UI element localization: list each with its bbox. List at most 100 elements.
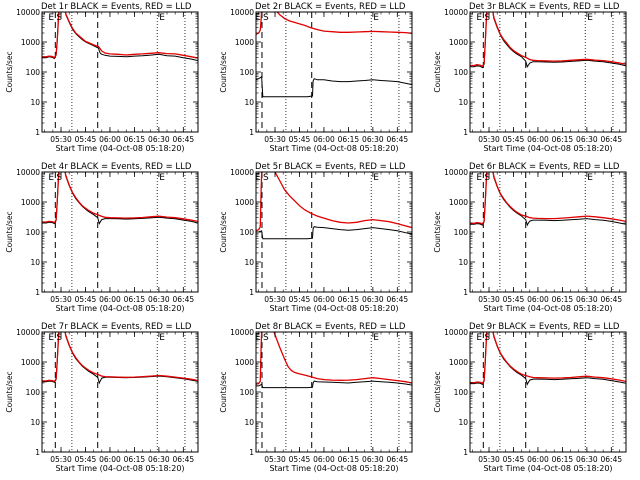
y-tick-label: 10000 [444, 168, 468, 177]
y-tick-label: 1 [35, 128, 40, 137]
x-tick-label: 05:30 [478, 135, 500, 144]
marker-s-label: S [484, 13, 490, 23]
y-tick-label: 100 [26, 388, 41, 397]
x-tick-label: 06:00 [99, 295, 121, 304]
lld-series-line [470, 12, 626, 68]
y-tick-label: 10000 [444, 328, 468, 337]
x-tick-label: 05:45 [289, 135, 311, 144]
y-tick-label: 100 [26, 68, 41, 77]
x-tick-label: 06:00 [99, 135, 121, 144]
lld-series-line [42, 12, 198, 59]
x-tick-label: 05:45 [75, 295, 97, 304]
y-axis-label: Counts/sec [5, 51, 14, 92]
y-tick-label: 10000 [16, 8, 40, 17]
x-tick-label: 06:15 [552, 135, 574, 144]
x-tick-label: 06:15 [552, 295, 574, 304]
x-tick-label: 06:30 [148, 455, 170, 464]
y-axis-label: Counts/sec [433, 51, 442, 92]
marker-s-label: S [56, 13, 62, 23]
marker-s-label: S [263, 13, 269, 23]
marker-s-label: S [263, 173, 269, 183]
y-axis-label: Counts/sec [219, 211, 228, 252]
marker-e-label: E [255, 173, 261, 183]
marker-s-label: S [484, 333, 490, 343]
x-axis-label: Start Time (04-Oct-08 05:18:20) [55, 144, 184, 153]
marker-e-label: E [476, 333, 482, 343]
panel-title: Det 5r BLACK = Events, RED = LLD [255, 162, 406, 172]
panel-title: Det 7r BLACK = Events, RED = LLD [41, 322, 192, 332]
events-series-line [256, 226, 412, 240]
plot-frame [41, 11, 199, 133]
x-tick-label: 05:45 [503, 455, 525, 464]
y-tick-label: 1 [249, 288, 254, 297]
y-axis-label: Counts/sec [5, 211, 14, 252]
marker-e-label: E [587, 333, 593, 343]
y-tick-label: 100 [240, 228, 255, 237]
x-tick-label: 06:30 [576, 455, 598, 464]
x-axis-label: Start Time (04-Oct-08 05:18:20) [55, 464, 184, 473]
lld-series-line [42, 172, 198, 224]
detector-panel-3: Det 3r BLACK = Events, RED = LLD 1 10 100 10… [433, 2, 627, 153]
x-tick-label: 06:45 [601, 135, 623, 144]
detector-panel-7: Det 7r BLACK = Events, RED = LLD 1 10 100 10… [5, 322, 199, 473]
marker-e-label: E [159, 173, 165, 183]
x-tick-label: 06:15 [338, 135, 360, 144]
x-tick-label: 06:15 [338, 455, 360, 464]
y-tick-label: 1 [463, 448, 468, 457]
marker-e-label: E [159, 333, 165, 343]
x-tick-label: 06:15 [124, 135, 146, 144]
marker-s-label: S [56, 173, 62, 183]
detector-panel-8: Det 8r BLACK = Events, RED = LLD 1 10 100 10… [219, 322, 413, 473]
panel-title: Det 2r BLACK = Events, RED = LLD [255, 2, 406, 12]
y-tick-label: 100 [454, 388, 469, 397]
x-tick-label: 06:30 [148, 295, 170, 304]
x-tick-label: 06:45 [601, 295, 623, 304]
plot-frame [41, 331, 199, 453]
lld-series-line [256, 12, 412, 35]
panel-title: Det 3r BLACK = Events, RED = LLD [469, 2, 620, 12]
x-tick-label: 06:45 [387, 295, 409, 304]
marker-e-label: E [48, 13, 54, 23]
marker-e-label: E [373, 333, 379, 343]
x-tick-label: 05:30 [50, 135, 72, 144]
detector-panel-2: Det 2r BLACK = Events, RED = LLD 1 10 100 10… [219, 2, 413, 153]
marker-e-label: E [48, 173, 54, 183]
marker-e-label: E [159, 13, 165, 23]
x-axis-label: Start Time (04-Oct-08 05:18:20) [269, 304, 398, 313]
y-axis-label: Counts/sec [433, 211, 442, 252]
y-tick-label: 1 [249, 448, 254, 457]
y-tick-label: 10 [458, 98, 468, 107]
y-tick-label: 10 [458, 418, 468, 427]
x-tick-label: 05:45 [289, 295, 311, 304]
y-tick-label: 1000 [449, 358, 468, 367]
x-tick-label: 06:15 [124, 295, 146, 304]
y-tick-label: 10 [244, 418, 254, 427]
y-tick-label: 10000 [444, 8, 468, 17]
y-tick-label: 100 [240, 388, 255, 397]
detector-panel-1: Det 1r BLACK = Events, RED = LLD 1 10 100 10… [5, 2, 199, 153]
y-tick-label: 1000 [235, 358, 254, 367]
plot-frame [41, 171, 199, 293]
y-tick-label: 10 [30, 418, 40, 427]
y-tick-label: 1000 [21, 198, 40, 207]
y-tick-label: 1000 [235, 38, 254, 47]
y-tick-label: 1000 [21, 38, 40, 47]
x-tick-label: 05:30 [478, 295, 500, 304]
x-tick-label: 05:45 [289, 455, 311, 464]
detector-panel-5: Det 5r BLACK = Events, RED = LLD 1 10 100 10… [219, 162, 413, 313]
x-axis-label: Start Time (04-Oct-08 05:18:20) [269, 464, 398, 473]
y-tick-label: 100 [26, 228, 41, 237]
x-tick-label: 05:30 [478, 455, 500, 464]
y-tick-label: 1 [463, 288, 468, 297]
plot-frame [255, 11, 413, 133]
y-tick-label: 10 [458, 258, 468, 267]
x-tick-label: 05:30 [264, 295, 286, 304]
lld-series-line [256, 172, 412, 232]
marker-e-label: E [476, 173, 482, 183]
x-tick-label: 06:45 [173, 455, 195, 464]
x-tick-label: 06:00 [99, 455, 121, 464]
y-tick-label: 1 [463, 128, 468, 137]
lld-series-line [470, 172, 626, 225]
x-tick-label: 06:15 [124, 455, 146, 464]
x-tick-label: 05:30 [50, 455, 72, 464]
